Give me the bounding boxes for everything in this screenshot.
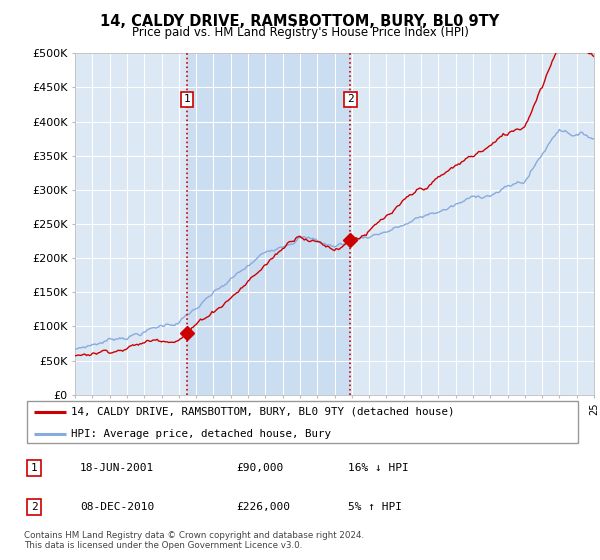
Text: 14, CALDY DRIVE, RAMSBOTTOM, BURY, BL0 9TY: 14, CALDY DRIVE, RAMSBOTTOM, BURY, BL0 9… [100, 14, 500, 29]
Text: 18-JUN-2001: 18-JUN-2001 [80, 463, 154, 473]
FancyBboxPatch shape [27, 401, 578, 444]
Text: HPI: Average price, detached house, Bury: HPI: Average price, detached house, Bury [71, 429, 331, 438]
Text: 5% ↑ HPI: 5% ↑ HPI [347, 502, 401, 512]
Text: Contains HM Land Registry data © Crown copyright and database right 2024.
This d: Contains HM Land Registry data © Crown c… [24, 531, 364, 550]
Text: Price paid vs. HM Land Registry's House Price Index (HPI): Price paid vs. HM Land Registry's House … [131, 26, 469, 39]
Text: £90,000: £90,000 [236, 463, 283, 473]
Text: 2: 2 [347, 94, 354, 104]
Text: 1: 1 [31, 463, 37, 473]
Text: 1: 1 [184, 94, 190, 104]
Text: £226,000: £226,000 [236, 502, 290, 512]
Text: 16% ↓ HPI: 16% ↓ HPI [347, 463, 409, 473]
Text: 14, CALDY DRIVE, RAMSBOTTOM, BURY, BL0 9TY (detached house): 14, CALDY DRIVE, RAMSBOTTOM, BURY, BL0 9… [71, 407, 455, 417]
Bar [187, 53, 350, 395]
Text: 2: 2 [31, 502, 37, 512]
Text: 08-DEC-2010: 08-DEC-2010 [80, 502, 154, 512]
